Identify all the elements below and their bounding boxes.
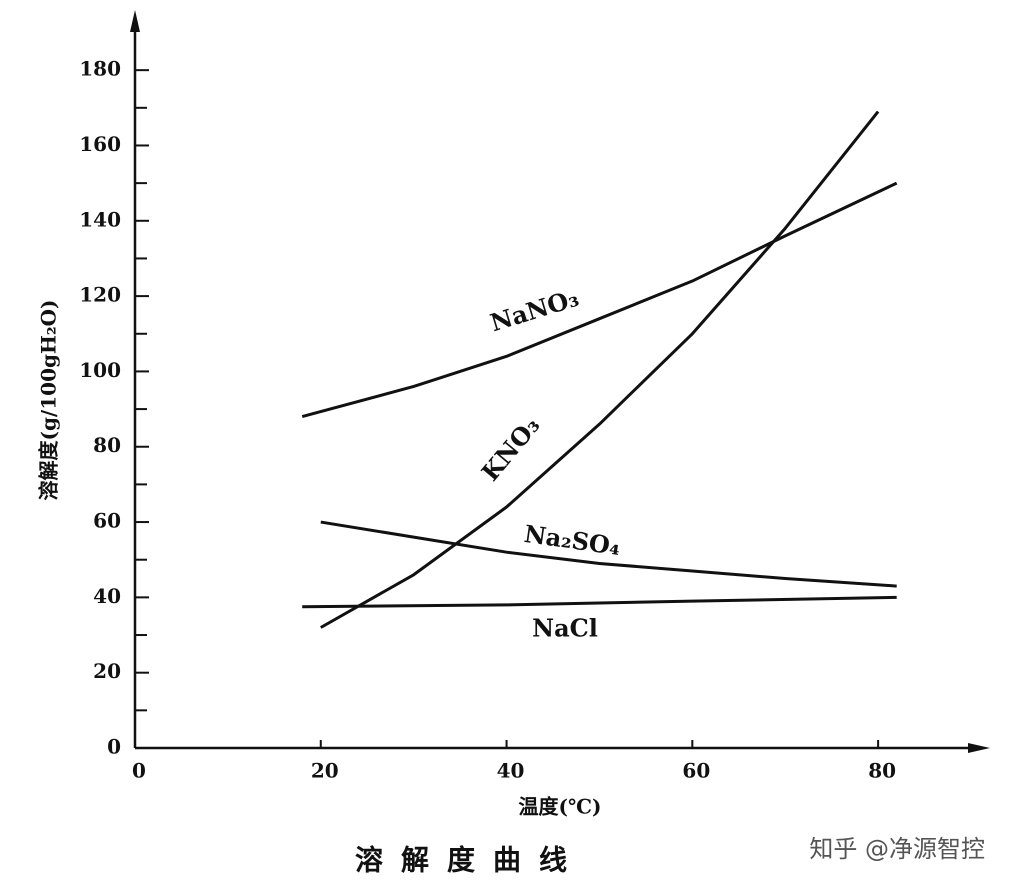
- x-axis-arrow: [968, 743, 990, 753]
- y-axis-arrow: [130, 10, 140, 32]
- y-tick-label: 160: [79, 132, 121, 156]
- x-tick-label: 60: [682, 759, 710, 783]
- y-tick-label: 0: [107, 735, 121, 759]
- x-tick-label: 40: [497, 759, 525, 783]
- chart-title: 溶解度曲线: [355, 844, 585, 877]
- series-line: [302, 595, 897, 609]
- y-tick-label: 80: [93, 433, 121, 457]
- y-tick-label: 120: [79, 283, 121, 307]
- series-line: [320, 520, 897, 588]
- y-axis-label: 溶解度(g/100gH₂O): [37, 299, 61, 500]
- watermark: 知乎 @净源智控: [809, 835, 985, 863]
- x-tick-label: 20: [311, 759, 339, 783]
- series-label: NaNO₃: [487, 283, 582, 337]
- y-tick-label: 140: [79, 207, 121, 231]
- y-tick-label: 180: [79, 57, 121, 81]
- x-tick-label: 0: [132, 759, 146, 783]
- series-line: [301, 181, 898, 419]
- series-label: NaCl: [532, 614, 598, 643]
- series-line: [320, 110, 880, 629]
- y-tick-label: 100: [79, 358, 121, 382]
- x-tick-label: 80: [868, 759, 896, 783]
- series-label: KNO₃: [476, 411, 546, 486]
- y-tick-label: 60: [93, 509, 121, 533]
- y-tick-label: 20: [93, 659, 121, 683]
- x-axis-label: 温度(℃): [519, 795, 602, 819]
- y-tick-label: 40: [93, 584, 121, 608]
